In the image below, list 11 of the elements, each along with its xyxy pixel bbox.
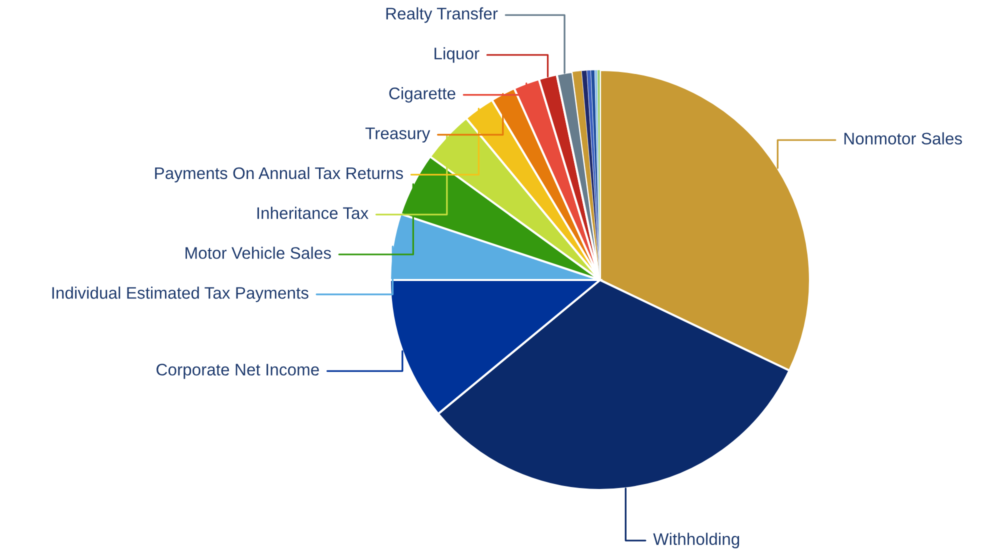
slice-label: Corporate Net Income xyxy=(156,364,319,379)
slice-label: Cigarette xyxy=(389,87,456,103)
slice-label: Individual Estimated Tax Payments xyxy=(52,286,308,302)
slice-label: Payments On Annual Tax Returns xyxy=(155,166,403,182)
slice-label: Liquor xyxy=(434,47,480,63)
slice-label: Nonmotor Sales xyxy=(844,132,962,145)
slice-label: Inheritance Tax xyxy=(257,206,368,220)
slice-label: Treasury xyxy=(365,128,430,143)
slice-label: Motor Vehicle Sales xyxy=(186,246,331,259)
slice-label: Withholding xyxy=(653,532,740,548)
slice-label: Realty Transfer xyxy=(386,7,498,23)
